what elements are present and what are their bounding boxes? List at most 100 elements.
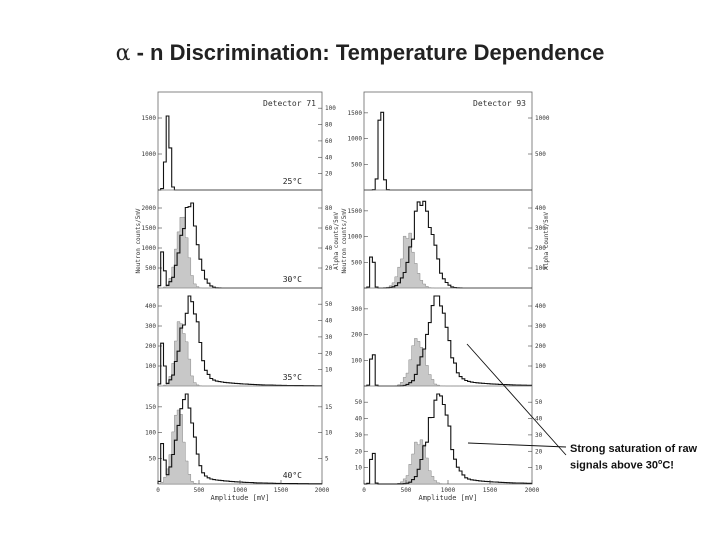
left-tick-label: 1500 xyxy=(142,225,157,232)
x-tick-label: 500 xyxy=(194,487,205,494)
right-tick-label: 40 xyxy=(325,154,333,161)
neutron-histogram xyxy=(157,393,322,485)
right-tick-label: 400 xyxy=(535,303,546,310)
left-tick-label: 500 xyxy=(351,161,362,168)
right-tick-label: 200 xyxy=(535,343,546,350)
annotation-line-1: Strong saturation of raw xyxy=(570,443,698,455)
alpha-histogram xyxy=(364,439,532,485)
left-tick-label: 300 xyxy=(351,306,362,313)
right-tick-label: 100 xyxy=(535,265,546,272)
right-tick-label: 10 xyxy=(535,465,543,472)
x-tick-label: 500 xyxy=(401,487,412,494)
x-tick-label: 2000 xyxy=(315,487,330,494)
alpha-histogram xyxy=(364,338,532,387)
y-axis-label-left: Neutron counts/5mV xyxy=(341,208,348,273)
right-tick-label: 80 xyxy=(325,122,333,129)
left-tick-label: 100 xyxy=(145,363,156,370)
saturation-annotation: Strong saturation of raw signals above 3… xyxy=(570,442,720,473)
right-tick-label: 40 xyxy=(535,416,543,423)
right-tick-label: 20 xyxy=(325,265,333,272)
neutron-histogram xyxy=(364,295,532,387)
right-tick-label: 300 xyxy=(535,323,546,330)
left-tick-label: 500 xyxy=(145,265,156,272)
x-tick-label: 0 xyxy=(362,487,366,494)
x-tick-label: 1500 xyxy=(483,487,498,494)
right-tick-label: 200 xyxy=(535,245,546,252)
left-tick-label: 200 xyxy=(351,332,362,339)
y-axis-label-right: Alpha counts/5mV xyxy=(333,212,340,270)
right-tick-label: 10 xyxy=(325,367,333,374)
left-tick-label: 1000 xyxy=(348,136,363,143)
right-tick-label: 40 xyxy=(325,318,333,325)
left-tick-label: 300 xyxy=(145,323,156,330)
panel-0: Detector 71100015002040608010025°C500100… xyxy=(135,91,340,502)
left-tick-label: 50 xyxy=(355,399,363,406)
left-tick-label: 400 xyxy=(145,303,156,310)
right-tick-label: 20 xyxy=(535,448,543,455)
alpha-histogram xyxy=(364,232,532,289)
left-tick-label: 40 xyxy=(355,416,363,423)
right-tick-label: 100 xyxy=(325,105,336,112)
right-tick-label: 15 xyxy=(325,404,333,411)
left-tick-label: 100 xyxy=(145,430,156,437)
right-tick-label: 400 xyxy=(535,205,546,212)
right-tick-label: 60 xyxy=(325,225,333,232)
left-tick-label: 1000 xyxy=(142,245,157,252)
right-tick-label: 300 xyxy=(535,225,546,232)
panel-1: Detector 9350010001500500100050010001500… xyxy=(341,91,550,502)
alpha-symbol: α xyxy=(115,41,131,66)
detector-label: Detector 71 xyxy=(263,99,316,108)
right-tick-label: 80 xyxy=(325,205,333,212)
x-tick-label: 1000 xyxy=(441,487,456,494)
x-tick-label: 2000 xyxy=(525,487,540,494)
right-tick-label: 50 xyxy=(325,301,333,308)
y-axis-label-right: Alpha counts/5mV xyxy=(543,212,550,270)
left-tick-label: 10 xyxy=(355,465,363,472)
x-tick-label: 1500 xyxy=(274,487,289,494)
right-tick-label: 30 xyxy=(325,334,333,341)
x-axis-label: Amplitude [mV] xyxy=(210,494,269,502)
left-tick-label: 1000 xyxy=(348,234,363,241)
left-tick-label: 2000 xyxy=(142,205,157,212)
right-tick-label: 10 xyxy=(325,430,333,437)
left-tick-label: 50 xyxy=(149,455,157,462)
x-tick-label: 0 xyxy=(156,487,160,494)
neutron-histogram xyxy=(364,393,532,485)
temperature-label: 30°C xyxy=(283,275,302,284)
detector-label: Detector 93 xyxy=(473,99,526,108)
right-tick-label: 5 xyxy=(325,455,329,462)
temperature-label: 25°C xyxy=(283,177,302,186)
left-tick-label: 20 xyxy=(355,448,363,455)
left-tick-label: 150 xyxy=(145,404,156,411)
left-tick-label: 30 xyxy=(355,432,363,439)
left-tick-label: 1500 xyxy=(142,115,157,122)
left-tick-label: 1000 xyxy=(142,151,157,158)
left-tick-label: 100 xyxy=(351,357,362,364)
neutron-histogram xyxy=(157,295,322,387)
left-tick-label: 1500 xyxy=(348,208,363,215)
x-axis-label: Amplitude [mV] xyxy=(418,494,477,502)
temperature-label: 35°C xyxy=(283,373,302,382)
right-tick-label: 500 xyxy=(535,151,546,158)
left-tick-label: 500 xyxy=(351,259,362,266)
slide-title: α - n Discrimination: Temperature Depend… xyxy=(0,40,720,66)
left-tick-label: 1500 xyxy=(348,110,363,117)
right-tick-label: 30 xyxy=(535,432,543,439)
annotation-pointer-line xyxy=(467,442,567,448)
right-tick-label: 60 xyxy=(325,138,333,145)
neutron-histogram xyxy=(364,111,532,191)
temperature-label: 40°C xyxy=(283,471,302,480)
right-tick-label: 50 xyxy=(535,399,543,406)
right-tick-label: 20 xyxy=(325,350,333,357)
slide-title-text: - n Discrimination: Temperature Dependen… xyxy=(130,40,605,65)
annotation-pointer-line xyxy=(466,343,567,456)
right-tick-label: 20 xyxy=(325,171,333,178)
x-tick-label: 1000 xyxy=(233,487,248,494)
left-tick-label: 200 xyxy=(145,343,156,350)
annotation-line-2: signals above 30oC! xyxy=(570,459,674,472)
right-tick-label: 1000 xyxy=(535,115,550,122)
y-axis-label-left: Neutron counts/5mV xyxy=(135,208,142,273)
right-tick-label: 40 xyxy=(325,245,333,252)
right-tick-label: 100 xyxy=(535,363,546,370)
